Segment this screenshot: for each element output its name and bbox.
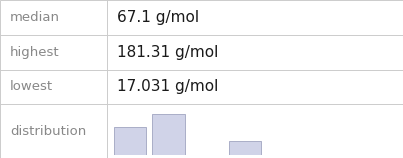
Bar [229, 141, 261, 155]
Text: median: median [10, 11, 60, 24]
Text: 17.031 g/mol: 17.031 g/mol [117, 79, 218, 94]
Text: lowest: lowest [10, 80, 53, 93]
Text: 181.31 g/mol: 181.31 g/mol [117, 45, 218, 60]
Text: distribution: distribution [10, 125, 86, 138]
Bar [152, 114, 185, 155]
Bar [114, 127, 146, 155]
Text: highest: highest [10, 46, 60, 59]
Text: 67.1 g/mol: 67.1 g/mol [117, 10, 199, 25]
